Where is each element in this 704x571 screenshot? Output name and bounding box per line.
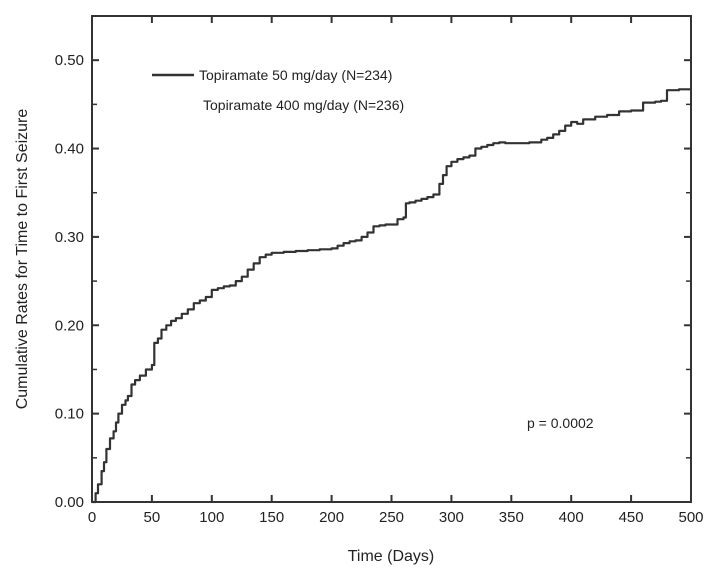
x-tick-label: 200 xyxy=(319,509,344,526)
y-tick-label: 0.50 xyxy=(55,52,84,69)
x-tick-label: 100 xyxy=(199,509,224,526)
x-tick-label: 0 xyxy=(88,509,96,526)
y-tick-label: 0.20 xyxy=(55,317,84,334)
series-line-1 xyxy=(92,88,691,504)
series-layer xyxy=(92,88,691,504)
x-tick-label: 150 xyxy=(259,509,284,526)
y-tick-label: 0.30 xyxy=(55,229,84,246)
plot-frame xyxy=(91,15,692,503)
y-axis-title: Cumulative Rates for Time to First Seizu… xyxy=(14,109,31,410)
x-tick-label: 350 xyxy=(499,509,524,526)
legend: Topiramate 50 mg/day (N=234) Topiramate … xyxy=(152,67,404,113)
x-tick-label: 300 xyxy=(439,509,464,526)
x-tick-labels: 0 50 100 150 200 250 300 350 400 450 500 xyxy=(88,509,704,526)
legend-label-series-1: Topiramate 50 mg/day (N=234) xyxy=(199,67,392,83)
y-tick-label: 0.40 xyxy=(55,141,84,158)
x-axis-title: Time (Days) xyxy=(348,548,435,565)
x-tick-label: 450 xyxy=(619,509,644,526)
legend-label-series-2: Topiramate 400 mg/day (N=236) xyxy=(203,97,404,113)
tick-marks xyxy=(91,15,692,503)
y-tick-label: 0.10 xyxy=(55,406,84,423)
x-tick-label: 250 xyxy=(379,509,404,526)
p-value-annotation: p = 0.0002 xyxy=(527,415,594,431)
x-tick-label: 500 xyxy=(678,509,703,526)
x-tick-label: 50 xyxy=(144,509,161,526)
y-tick-label: 0.00 xyxy=(55,494,84,511)
x-tick-label: 400 xyxy=(559,509,584,526)
y-tick-labels: 0.00 0.10 0.20 0.30 0.40 0.50 xyxy=(55,52,84,511)
